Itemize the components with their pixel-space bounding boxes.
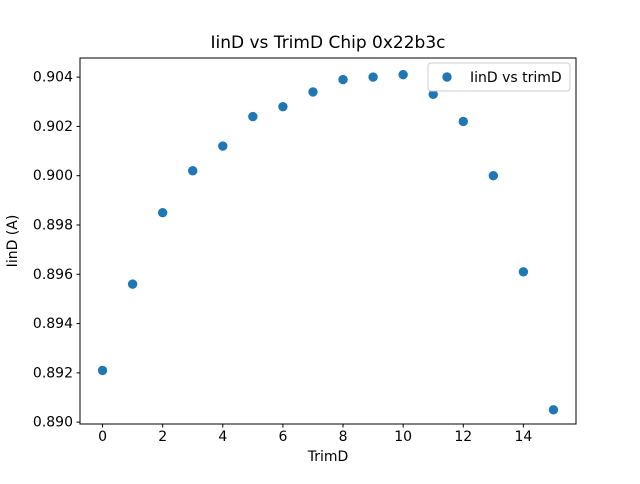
plot-area-border [79, 57, 577, 425]
y-axis-label: IinD (A) [5, 215, 21, 268]
y-tick-label: 0.902 [33, 119, 73, 135]
data-point [278, 101, 288, 112]
data-point [127, 279, 138, 289]
data-point [248, 111, 258, 122]
x-tick-label: 2 [158, 429, 167, 445]
x-tick-label: 4 [218, 429, 227, 445]
x-tick-label: 10 [394, 429, 412, 445]
x-tick-label: 6 [278, 429, 287, 445]
y-tick-label: 0.894 [33, 316, 73, 332]
data-point [458, 116, 468, 127]
data-point [218, 141, 228, 151]
y-tick-label: 0.896 [33, 267, 73, 283]
data-point [428, 89, 438, 100]
data-point [188, 166, 198, 176]
y-tick-label: 0.904 [33, 70, 73, 86]
data-points [97, 69, 559, 415]
legend-box [427, 62, 571, 92]
data-point [548, 405, 559, 415]
data-point [338, 74, 348, 85]
data-point [97, 365, 108, 376]
x-axis-ticks: 0 2 4 6 8 10 12 14 [98, 424, 532, 445]
data-point [308, 87, 318, 97]
data-point [398, 69, 408, 80]
x-tick-label: 14 [514, 429, 532, 445]
y-tick-label: 0.892 [33, 365, 73, 381]
chart-title: IinD vs TrimD Chip 0x22b3c [210, 33, 445, 53]
y-tick-label: 0.898 [33, 217, 73, 233]
data-point [157, 207, 168, 218]
x-tick-label: 8 [339, 429, 348, 445]
legend: IinD vs trimD [427, 62, 571, 92]
y-axis-ticks: 0.890 0.892 0.894 0.896 0.898 0.900 0.902 0.904 [33, 70, 80, 431]
data-point [488, 170, 499, 181]
legend-marker-icon [442, 72, 452, 82]
legend-label: IinD vs trimD [470, 70, 562, 86]
x-tick-label: 0 [98, 429, 107, 445]
data-point [518, 267, 529, 277]
y-tick-label: 0.900 [33, 168, 73, 184]
data-point [368, 72, 378, 82]
x-tick-label: 12 [454, 429, 472, 445]
x-axis-label: TrimD [307, 449, 349, 465]
y-tick-label: 0.890 [33, 415, 73, 431]
